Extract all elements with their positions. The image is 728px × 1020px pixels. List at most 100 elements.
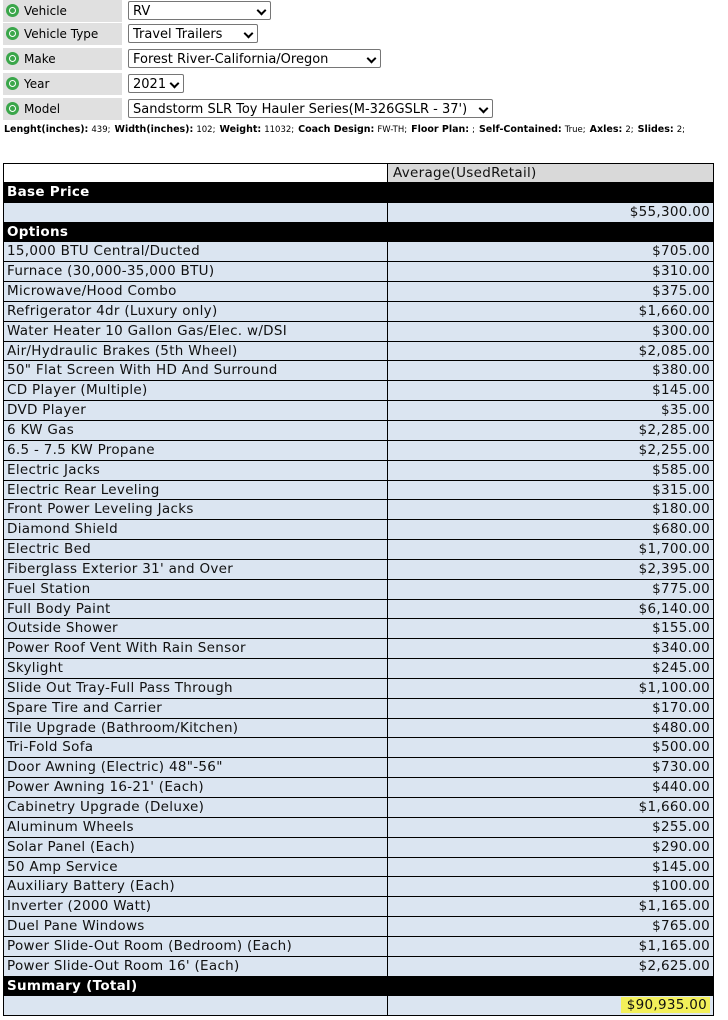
table-row: Power Roof Vent With Rain Sensor $340.00	[3, 639, 714, 660]
cell-label: Full Body Paint	[3, 599, 388, 620]
cell-label: Power Slide-Out Room 16' (Each)	[3, 956, 388, 977]
cell-value: $1,660.00	[388, 798, 714, 818]
table-row: Power Slide-Out Room (Bedroom) (Each) $1,…	[3, 936, 714, 957]
cell-label: Duel Pane Windows	[3, 917, 388, 937]
table-row: 15,000 BTU Central/Ducted $705.00	[3, 242, 714, 263]
field-label: Make	[3, 48, 122, 70]
select-box[interactable]: Sandstorm SLR Toy Hauler Series(M-326GSL…	[128, 99, 493, 118]
required-icon	[6, 52, 19, 65]
cell-label: Microwave/Hood Combo	[3, 282, 388, 302]
table-row: Base Price	[3, 182, 714, 203]
cell-label: Door Awning (Electric) 48"-56"	[3, 758, 388, 779]
cell-value: $2,625.00	[388, 956, 714, 977]
cell-label: Auxiliary Battery (Each)	[3, 877, 388, 898]
cell-label: 6.5 - 7.5 KW Propane	[3, 440, 388, 461]
table-row: Tile Upgrade (Bathroom/Kitchen) $480.00	[3, 718, 714, 739]
cell-value: $680.00	[388, 520, 714, 541]
spec-label: Self-Contained:	[478, 124, 562, 135]
table-row: Electric Jacks $585.00	[3, 460, 714, 481]
table-row: Refrigerator 4dr (Luxury only) $1,660.00	[3, 301, 714, 322]
cell-value: $765.00	[388, 917, 714, 937]
cell-value: $1,100.00	[388, 678, 714, 699]
cell-value: $310.00	[388, 262, 714, 283]
field-label-text: Vehicle Type	[24, 27, 99, 41]
vehicle-specs: Lenght(inches): 439; Width(inches): 102; W…	[4, 124, 689, 135]
cell-value	[388, 182, 714, 203]
table-row: Electric Bed $1,700.00	[3, 540, 714, 560]
spec-value: FW-TH;	[377, 125, 408, 135]
spec-label: Coach Design:	[298, 124, 375, 135]
cell-value: $705.00	[388, 242, 714, 263]
table-row: Power Awning 16-21' (Each) $440.00	[3, 778, 714, 798]
table-row: CD Player (Multiple) $145.00	[3, 381, 714, 402]
cell-value: $145.00	[388, 857, 714, 878]
cell-label: Front Power Leveling Jacks	[3, 500, 388, 521]
cell-value: $315.00	[388, 480, 714, 501]
select-box[interactable]: 2021	[128, 74, 184, 93]
cell-label: Base Price	[3, 182, 388, 203]
cell-label: Electric Jacks	[3, 460, 388, 481]
table-row: Slide Out Tray-Full Pass Through $1,100.0…	[3, 678, 714, 699]
table-row: Microwave/Hood Combo $375.00	[3, 282, 714, 302]
table-row: Auxiliary Battery (Each) $100.00	[3, 877, 714, 898]
cell-label: CD Player (Multiple)	[3, 381, 388, 402]
spec-label: Floor Plan:	[411, 124, 470, 135]
cell-value: $35.00	[388, 401, 714, 421]
cell-value: $480.00	[388, 718, 714, 739]
cell-value	[388, 222, 714, 243]
cell-value: $180.00	[388, 500, 714, 521]
cell-value: $375.00	[388, 282, 714, 302]
cell-label: Solar Panel (Each)	[3, 837, 388, 858]
form-row: Make Forest River-California/Oregon	[3, 48, 723, 71]
field-label-text: Model	[24, 102, 61, 116]
cell-label: Air/Hydraulic Brakes (5th Wheel)	[3, 341, 388, 362]
spec-label: Lenght(inches):	[4, 124, 89, 135]
cell-label: Spare Tire and Carrier	[3, 698, 388, 719]
cell-label: Electric Bed	[3, 540, 388, 560]
total-value: $90,935.00	[620, 997, 710, 1014]
form-row: Year 2021	[3, 73, 723, 96]
cell-value: $90,935.00	[388, 996, 714, 1017]
cell-label: Summary (Total)	[3, 976, 388, 997]
required-icon	[6, 77, 19, 90]
field-label-text: Make	[24, 52, 56, 66]
cell-label	[3, 202, 388, 223]
cell-value: Average(UsedRetail)	[388, 163, 714, 183]
spec-value: 11032;	[264, 125, 295, 135]
table-row: 6 KW Gas $2,285.00	[3, 420, 714, 441]
table-row: Diamond Shield $680.00	[3, 520, 714, 541]
table-row: Full Body Paint $6,140.00	[3, 599, 714, 620]
cell-label: Tri-Fold Sofa	[3, 738, 388, 759]
field-label: Year	[3, 73, 122, 95]
spec-label: Width(inches):	[114, 124, 194, 135]
cell-value: $100.00	[388, 877, 714, 898]
table-row: 50 Amp Service $145.00	[3, 857, 714, 878]
cell-label: Aluminum Wheels	[3, 817, 388, 838]
table-row: Duel Pane Windows $765.00	[3, 917, 714, 937]
required-icon	[6, 102, 19, 115]
cell-value: $500.00	[388, 738, 714, 759]
cell-value: $255.00	[388, 817, 714, 838]
cell-label	[3, 996, 388, 1017]
form-row: Vehicle Category RV	[3, 0, 723, 40]
table-row: Tri-Fold Sofa $500.00	[3, 738, 714, 759]
spec-label: Weight:	[219, 124, 262, 135]
cell-value: $1,165.00	[388, 897, 714, 918]
table-row: Water Heater 10 Gallon Gas/Elec. w/DSI $3…	[3, 321, 714, 342]
cell-value: $290.00	[388, 837, 714, 858]
table-row: Air/Hydraulic Brakes (5th Wheel) $2,085.0…	[3, 341, 714, 362]
required-icon	[6, 4, 19, 17]
select-box[interactable]: Forest River-California/Oregon	[128, 49, 381, 68]
cell-label: Outside Shower	[3, 619, 388, 640]
cell-label: 50 Amp Service	[3, 857, 388, 878]
cell-label: Power Roof Vent With Rain Sensor	[3, 639, 388, 660]
cell-label: 6 KW Gas	[3, 420, 388, 441]
spec-value: 102;	[196, 125, 216, 135]
table-row: Power Slide-Out Room 16' (Each) $2,625.00	[3, 956, 714, 977]
spec-value: True;	[564, 125, 586, 135]
cell-value: $6,140.00	[388, 599, 714, 620]
table-row: Electric Rear Leveling $315.00	[3, 480, 714, 501]
spec-value: 439;	[91, 125, 111, 135]
select-box[interactable]: Travel Trailers	[128, 24, 258, 43]
select-box[interactable]: RV	[128, 1, 271, 20]
